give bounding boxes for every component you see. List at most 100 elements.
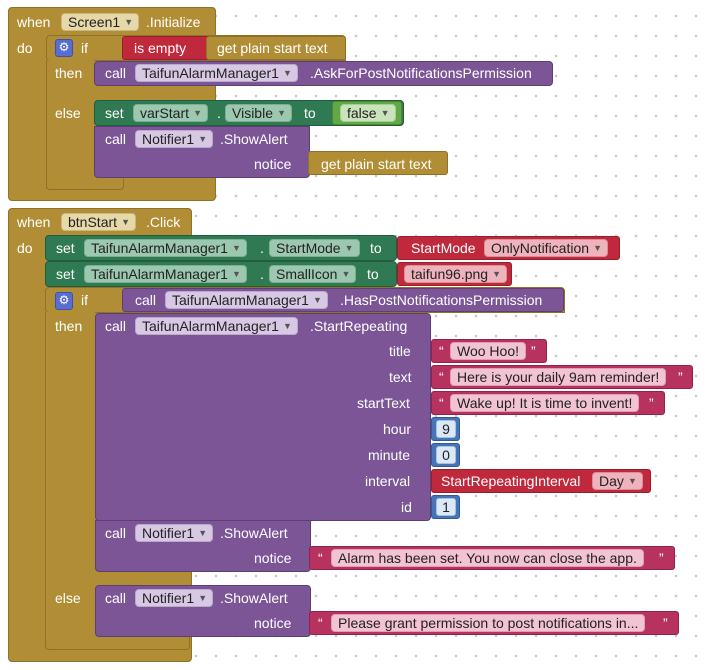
open-quote-icon: “: [318, 615, 323, 631]
screen1-label: Screen1: [68, 14, 121, 30]
dropdown-arrow-icon: ▼: [232, 269, 241, 279]
alarm-manager-label: TaifunAlarmManager1: [142, 65, 279, 81]
permission-message-field[interactable]: Please grant permission to post notifica…: [331, 614, 646, 632]
mutator-gear-icon[interactable]: ⚙: [55, 39, 73, 57]
close-quote-icon: ”: [659, 550, 664, 566]
close-quote-icon: ”: [663, 615, 668, 631]
dot-label: .: [260, 240, 264, 256]
get-plain-start-text-block[interactable]: [206, 36, 346, 60]
is-empty-block[interactable]: [122, 36, 214, 60]
component-dropdown-alarm-manager[interactable]: TaifunAlarmManager1 ▼: [84, 265, 247, 283]
permission-message-value: Please grant permission to post notifica…: [338, 615, 639, 631]
is-empty-label: is empty: [134, 40, 187, 56]
startmode-prop-label: StartMode: [276, 240, 341, 256]
component-dropdown-alarm-manager[interactable]: TaifunAlarmManager1 ▼: [135, 317, 298, 335]
success-message-value: Alarm has been set. You now can close th…: [338, 550, 637, 566]
dropdown-arrow-icon: ▼: [277, 108, 286, 118]
call-label: call: [105, 65, 127, 81]
dropdown-arrow-icon: ▼: [283, 321, 292, 331]
dropdown-arrow-icon: ▼: [283, 68, 292, 78]
open-quote-icon: “: [439, 369, 444, 385]
component-dropdown-screen1[interactable]: Screen1 ▼: [61, 13, 140, 31]
startmode-value-dropdown[interactable]: OnlyNotification ▼: [484, 239, 609, 257]
call-label: call: [105, 318, 127, 334]
dropdown-arrow-icon: ▼: [198, 528, 208, 538]
notifier-showalert-block-else[interactable]: [95, 585, 311, 637]
component-dropdown-varstart[interactable]: varStart ▼: [133, 104, 209, 122]
param-title-label: title: [389, 343, 411, 359]
to-label: to: [304, 105, 316, 121]
startmode-helper-label: StartMode: [411, 240, 476, 256]
dropdown-arrow-icon: ▼: [198, 593, 208, 603]
to-label: to: [370, 240, 382, 256]
ask-permission-method-label: .AskForPostNotificationsPermission: [310, 65, 532, 81]
notice-param-label: notice: [254, 156, 292, 172]
param-minute-label: minute: [368, 447, 411, 463]
hour-value-field[interactable]: 9: [436, 420, 456, 438]
param-interval-label: interval: [365, 473, 411, 489]
start-repeating-call-block[interactable]: [95, 313, 431, 521]
close-quote-icon: ”: [678, 369, 683, 385]
dot-label: .: [260, 266, 264, 282]
dropdown-arrow-icon: ▼: [627, 476, 637, 486]
notifier-label: Notifier1: [142, 525, 195, 541]
param-text-label: text: [389, 369, 412, 385]
set-label: set: [56, 266, 75, 282]
when-label: when: [17, 214, 51, 230]
param-hour-label: hour: [383, 421, 412, 437]
notice-param-label: notice: [254, 615, 292, 631]
component-dropdown-btnstart[interactable]: btnStart ▼: [61, 213, 137, 231]
success-message-field[interactable]: Alarm has been set. You now can close th…: [331, 549, 644, 567]
component-dropdown-notifier[interactable]: Notifier1 ▼: [135, 589, 214, 607]
when-label: when: [17, 14, 51, 30]
component-dropdown-notifier[interactable]: Notifier1 ▼: [135, 130, 214, 148]
close-quote-icon: ”: [531, 343, 536, 359]
get-plain-start-text-label: get plain start text: [217, 40, 328, 56]
property-dropdown-visible[interactable]: Visible ▼: [225, 104, 292, 122]
to-label: to: [367, 266, 379, 282]
component-dropdown-alarm-manager[interactable]: TaifunAlarmManager1 ▼: [135, 64, 298, 82]
mutator-gear-icon[interactable]: ⚙: [55, 292, 73, 310]
property-dropdown-smallicon[interactable]: SmallIcon ▼: [269, 265, 357, 283]
component-dropdown-alarm-manager[interactable]: TaifunAlarmManager1 ▼: [84, 239, 247, 257]
hour-value: 9: [442, 421, 450, 437]
visible-label: Visible: [232, 105, 273, 121]
text-value-field[interactable]: Here is your daily 9am reminder!: [450, 368, 667, 386]
open-quote-icon: “: [439, 395, 444, 411]
has-permission-method-label: .HasPostNotificationsPermission: [340, 292, 543, 308]
starttext-value-field[interactable]: Wake up! It is time to invent!: [450, 394, 640, 412]
get-plain-start-text-label: get plain start text: [321, 156, 432, 172]
boolean-dropdown-false[interactable]: false ▼: [340, 104, 396, 122]
minute-value-field[interactable]: 0: [436, 446, 456, 464]
component-dropdown-notifier[interactable]: Notifier1 ▼: [135, 524, 214, 542]
dropdown-arrow-icon: ▼: [492, 269, 502, 279]
dropdown-arrow-icon: ▼: [380, 108, 390, 118]
notifier-label: Notifier1: [142, 590, 195, 606]
onlynotification-label: OnlyNotification: [491, 240, 590, 256]
do-label: do: [17, 40, 33, 56]
smallicon-prop-label: SmallIcon: [276, 266, 338, 282]
get-plain-start-text-block[interactable]: [308, 151, 448, 175]
dropdown-arrow-icon: ▼: [313, 295, 322, 305]
set-label: set: [56, 240, 75, 256]
title-value-field[interactable]: Woo Hoo!: [450, 342, 526, 360]
if-label: if: [81, 40, 88, 56]
component-dropdown-alarm-manager[interactable]: TaifunAlarmManager1 ▼: [165, 291, 328, 309]
call-label: call: [105, 131, 127, 147]
if-block-body: [46, 60, 94, 188]
else-label: else: [55, 105, 81, 121]
icon-file-dropdown[interactable]: taifun96.png ▼: [404, 265, 508, 283]
property-dropdown-startmode[interactable]: StartMode ▼: [269, 239, 360, 257]
do-label: do: [17, 240, 33, 256]
dropdown-arrow-icon: ▼: [193, 108, 203, 118]
starttext-value: Wake up! It is time to invent!: [457, 395, 633, 411]
id-value-field[interactable]: 1: [436, 498, 456, 516]
dropdown-arrow-icon: ▼: [124, 17, 134, 27]
dropdown-arrow-icon: ▼: [341, 269, 351, 279]
alarm-manager-label: TaifunAlarmManager1: [91, 240, 228, 256]
text-value: Here is your daily 9am reminder!: [457, 369, 660, 385]
interval-value-dropdown[interactable]: Day ▼: [592, 472, 643, 490]
initialize-event-label: .Initialize: [146, 14, 201, 30]
param-id-label: id: [401, 499, 412, 515]
param-starttext-label: startText: [357, 395, 410, 411]
